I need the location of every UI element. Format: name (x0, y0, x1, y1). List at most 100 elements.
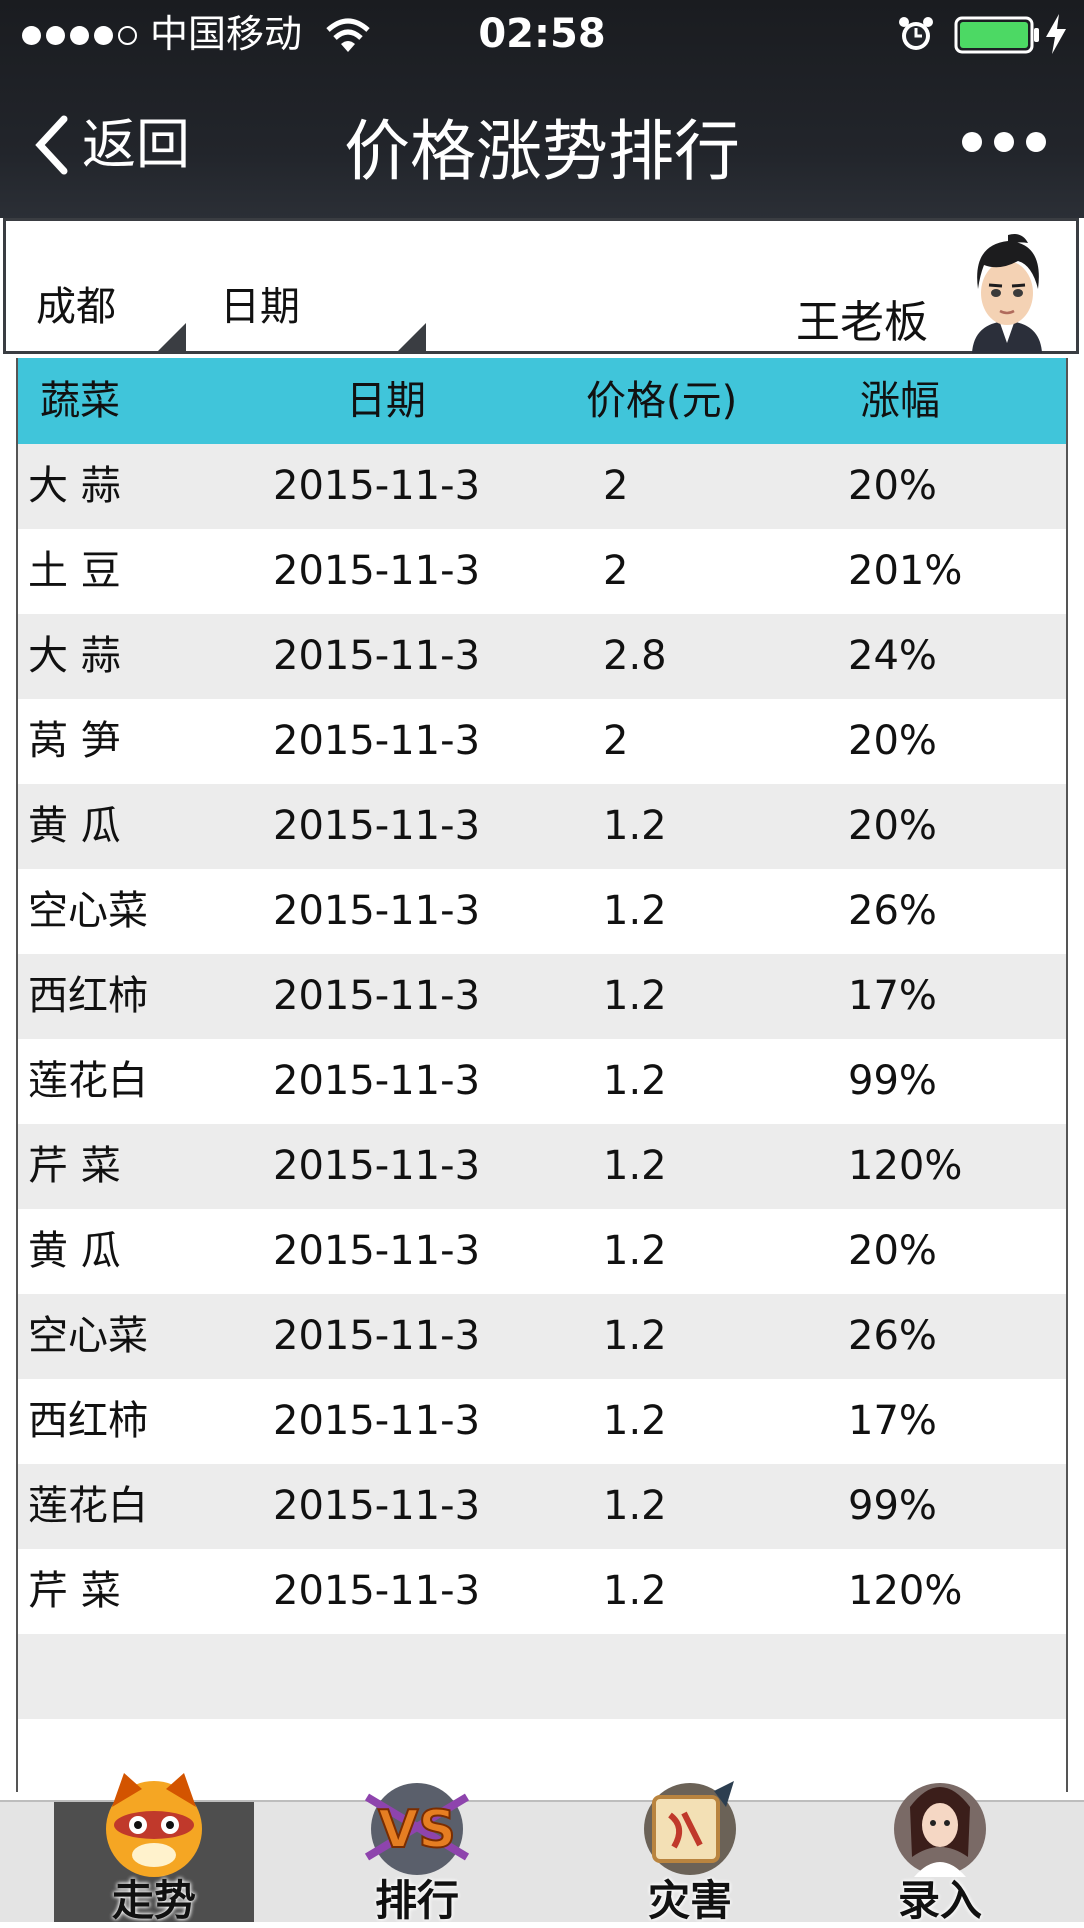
vegetable-name: 黄 瓜 (28, 1228, 121, 1274)
row-change: 201% (848, 548, 963, 594)
vegetable-name: 莴 笋 (28, 718, 121, 764)
table-row[interactable]: 莲花白 2015-11-3 1.2 99% (18, 1464, 1066, 1549)
row-date: 2015-11-3 (273, 1143, 481, 1189)
alarm-icon (899, 17, 933, 50)
table-header: 蔬菜 日期 价格(元) 涨幅 (18, 358, 1066, 444)
table-row[interactable]: 莲花白 2015-11-3 1.2 99% (18, 1039, 1066, 1124)
signal-strength-icon (22, 25, 137, 45)
empty-row (18, 1634, 1066, 1719)
dropdown-triangle-icon (158, 323, 186, 351)
row-date: 2015-11-3 (273, 1568, 481, 1614)
row-price: 1.2 (603, 888, 667, 934)
bottom-tab-bar: 走势 VS 排行 灾害 录入 (0, 1773, 1084, 1925)
row-change: 26% (848, 888, 937, 934)
row-change: 20% (848, 1228, 937, 1274)
table-row[interactable]: 黄 瓜 2015-11-3 1.2 20% (18, 784, 1066, 869)
page-title: 价格涨势排行 (344, 113, 740, 190)
row-date: 2015-11-3 (273, 718, 481, 764)
row-date: 2015-11-3 (273, 633, 481, 679)
dropdown-triangle-icon (398, 323, 426, 351)
vegetable-name: 莲花白 (28, 1483, 148, 1529)
row-price: 1.2 (603, 1143, 667, 1189)
city-dropdown[interactable]: 成都 (26, 271, 186, 354)
empty-row (18, 1719, 1066, 1804)
status-time: 02:58 (478, 11, 606, 57)
scroll-disaster-icon (644, 1781, 736, 1875)
tab-ranking[interactable]: VS 排行 (317, 1783, 517, 1925)
column-header-vegetable[interactable]: 蔬菜 (40, 378, 120, 424)
table-row[interactable]: 西红柿 2015-11-3 1.2 17% (18, 954, 1066, 1039)
user-name: 王老板 (796, 297, 928, 348)
tab-ranking-label: 排行 (374, 1876, 459, 1925)
row-date: 2015-11-3 (273, 1058, 481, 1104)
back-button[interactable]: 返回 (30, 110, 190, 180)
more-dot-icon (994, 132, 1014, 152)
tab-disaster[interactable]: 灾害 (590, 1781, 790, 1925)
row-price: 1.2 (603, 1228, 667, 1274)
row-change: 17% (848, 973, 937, 1019)
table-row[interactable]: 西红柿 2015-11-3 1.2 17% (18, 1379, 1066, 1464)
chevron-left-icon (35, 115, 68, 175)
vegetable-name: 西红柿 (28, 1398, 148, 1444)
top-bar: 中国移动 02:58 返回 价格涨势排行 (0, 0, 1084, 218)
column-header-change[interactable]: 涨幅 (860, 378, 940, 424)
navigation-bar: 返回 价格涨势排行 (0, 90, 1084, 210)
tab-trend-label: 走势 (111, 1876, 196, 1925)
row-date: 2015-11-3 (273, 803, 481, 849)
battery-icon (954, 16, 1039, 54)
charging-icon (1046, 14, 1066, 54)
row-price: 1.2 (603, 1568, 667, 1614)
row-change: 120% (848, 1143, 963, 1189)
vegetable-name: 空心菜 (28, 1313, 148, 1359)
city-value: 成都 (36, 284, 116, 330)
row-change: 17% (848, 1398, 937, 1444)
vegetable-name: 空心菜 (28, 888, 148, 934)
svg-text:VS: VS (378, 1800, 456, 1860)
filter-bar: 成都 日期 王老板 (3, 218, 1079, 354)
tab-entry-label: 录入 (897, 1876, 982, 1925)
row-price: 2 (603, 548, 629, 594)
row-date: 2015-11-3 (273, 973, 481, 1019)
vegetable-name: 大 蒜 (28, 633, 121, 679)
row-date: 2015-11-3 (273, 1228, 481, 1274)
row-change: 99% (848, 1483, 937, 1529)
row-change: 24% (848, 633, 937, 679)
character-entry-icon (894, 1783, 986, 1877)
column-header-price[interactable]: 价格(元) (586, 378, 738, 424)
versus-ranking-icon: VS (364, 1783, 470, 1875)
back-label: 返回 (82, 113, 190, 176)
avatar[interactable] (962, 231, 1052, 353)
more-dot-icon (1026, 132, 1046, 152)
column-header-date[interactable]: 日期 (346, 378, 426, 424)
table-row[interactable]: 芹 菜 2015-11-3 1.2 120% (18, 1549, 1066, 1634)
table-row[interactable]: 莴 笋 2015-11-3 2 20% (18, 699, 1066, 784)
table-row[interactable]: 空心菜 2015-11-3 1.2 26% (18, 869, 1066, 954)
trend-mascot-icon (106, 1773, 202, 1877)
row-price: 1.2 (603, 1483, 667, 1529)
vegetable-name: 莲花白 (28, 1058, 148, 1104)
row-change: 120% (848, 1568, 963, 1614)
row-date: 2015-11-3 (273, 888, 481, 934)
table-row[interactable]: 大 蒜 2015-11-3 2.8 24% (18, 614, 1066, 699)
tab-trend[interactable]: 走势 (54, 1773, 254, 1925)
carrier-name: 中国移动 (150, 12, 303, 56)
vegetable-name: 黄 瓜 (28, 803, 121, 849)
row-change: 20% (848, 718, 937, 764)
vegetable-name: 西红柿 (28, 973, 148, 1019)
more-menu-button[interactable] (962, 132, 1046, 152)
table-row[interactable]: 土 豆 2015-11-3 2 201% (18, 529, 1066, 614)
table-row[interactable]: 空心菜 2015-11-3 1.2 26% (18, 1294, 1066, 1379)
row-price: 1.2 (603, 1313, 667, 1359)
tab-entry[interactable]: 录入 (840, 1783, 1040, 1925)
date-value: 日期 (220, 284, 300, 330)
row-change: 20% (848, 463, 937, 509)
vegetable-name: 土 豆 (28, 548, 121, 594)
price-ranking-table: 蔬菜 日期 价格(元) 涨幅 大 蒜 2015-11-3 2 20% 土 豆 2015-… (16, 358, 1068, 1804)
date-dropdown[interactable]: 日期 (210, 271, 426, 354)
row-price: 2.8 (603, 633, 667, 679)
table-row[interactable]: 黄 瓜 2015-11-3 1.2 20% (18, 1209, 1066, 1294)
table-row[interactable]: 芹 菜 2015-11-3 1.2 120% (18, 1124, 1066, 1209)
table-row[interactable]: 大 蒜 2015-11-3 2 20% (18, 444, 1066, 529)
row-price: 2 (603, 463, 629, 509)
tab-disaster-label: 灾害 (647, 1876, 732, 1925)
